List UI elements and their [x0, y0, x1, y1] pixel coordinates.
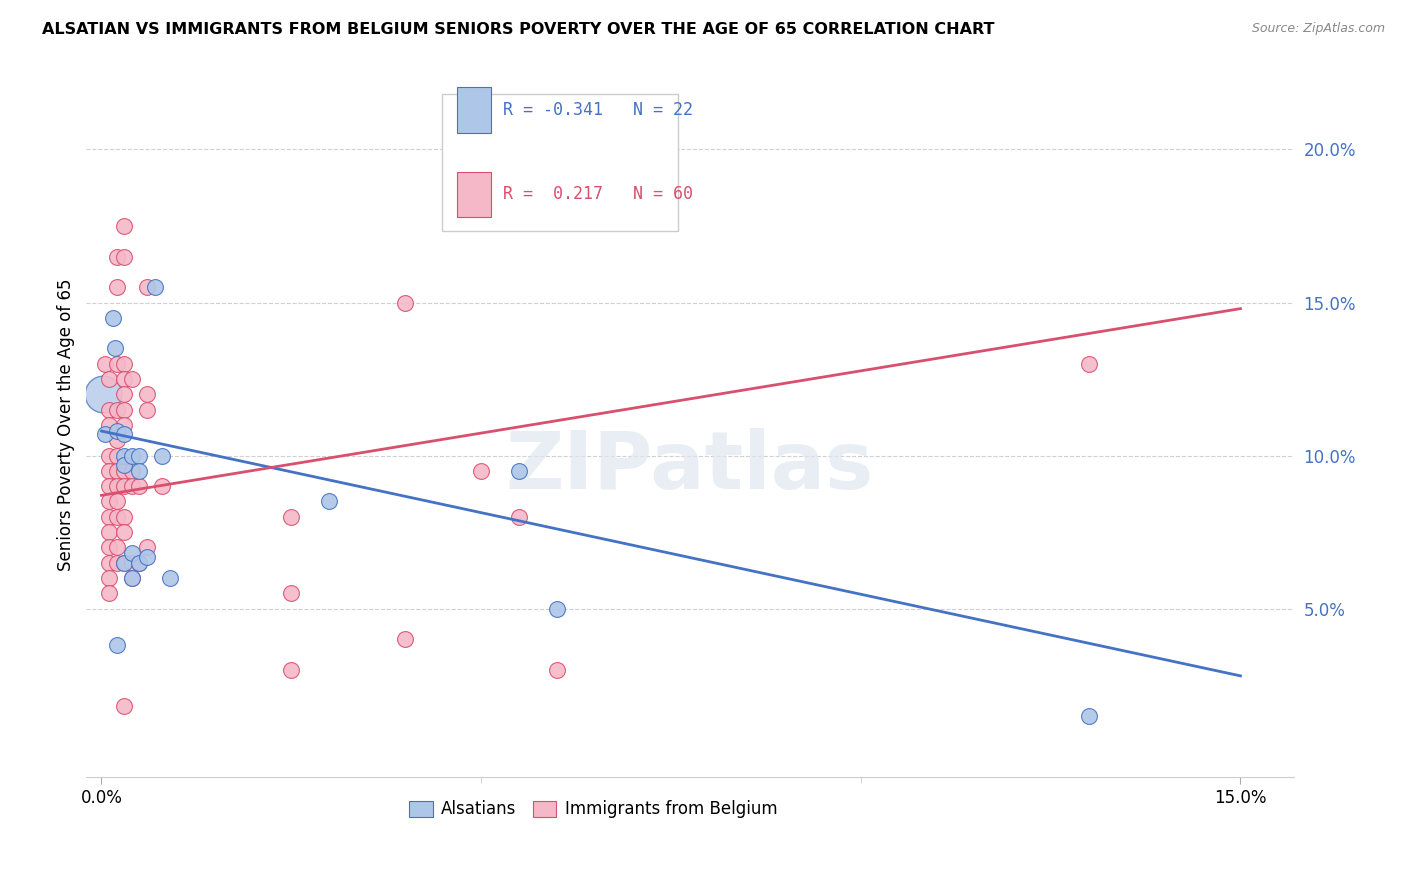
Point	[112, 556, 135, 570]
Point	[105, 479, 128, 493]
Point	[112, 417, 135, 432]
Point	[121, 464, 143, 478]
Point	[94, 427, 117, 442]
Point	[105, 250, 128, 264]
Point	[394, 295, 416, 310]
Point	[121, 571, 143, 585]
Point	[546, 601, 568, 615]
Point	[159, 571, 181, 585]
Point	[128, 464, 150, 478]
Point	[105, 638, 128, 652]
Point	[1077, 708, 1099, 723]
Point	[98, 556, 121, 570]
Point	[98, 417, 121, 432]
Point	[150, 449, 173, 463]
Point	[112, 387, 135, 401]
Point	[128, 556, 150, 570]
FancyBboxPatch shape	[457, 171, 491, 218]
Point	[136, 549, 159, 564]
Point	[128, 449, 150, 463]
Point	[112, 357, 135, 371]
Point	[98, 524, 121, 539]
Point	[105, 449, 128, 463]
Point	[105, 509, 128, 524]
Point	[91, 387, 114, 401]
Point	[112, 509, 135, 524]
Point	[112, 524, 135, 539]
Point	[112, 699, 135, 714]
Point	[105, 541, 128, 555]
Point	[150, 479, 173, 493]
Point	[394, 632, 416, 647]
Point	[112, 458, 135, 472]
Point	[1077, 357, 1099, 371]
Point	[112, 427, 135, 442]
Point	[121, 479, 143, 493]
FancyBboxPatch shape	[443, 94, 678, 231]
Point	[112, 250, 135, 264]
Point	[112, 372, 135, 386]
Point	[105, 434, 128, 448]
Point	[98, 541, 121, 555]
Point	[121, 449, 143, 463]
Point	[280, 509, 302, 524]
FancyBboxPatch shape	[457, 87, 491, 133]
Point	[104, 342, 127, 356]
Point	[98, 372, 121, 386]
Point	[98, 571, 121, 585]
Point	[105, 556, 128, 570]
Point	[508, 464, 530, 478]
Point	[98, 586, 121, 600]
Point	[112, 479, 135, 493]
Point	[280, 586, 302, 600]
Point	[546, 663, 568, 677]
Point	[112, 402, 135, 417]
Point	[121, 556, 143, 570]
Point	[508, 509, 530, 524]
Point	[112, 449, 135, 463]
Point	[136, 280, 159, 294]
Point	[136, 402, 159, 417]
Point	[94, 357, 117, 371]
Point	[105, 357, 128, 371]
Point	[121, 546, 143, 560]
Point	[112, 219, 135, 233]
Point	[105, 424, 128, 438]
Point	[98, 494, 121, 508]
Point	[98, 449, 121, 463]
Y-axis label: Seniors Poverty Over the Age of 65: Seniors Poverty Over the Age of 65	[58, 278, 75, 571]
Point	[128, 556, 150, 570]
Point	[105, 464, 128, 478]
Point	[128, 479, 150, 493]
Point	[318, 494, 340, 508]
Point	[112, 556, 135, 570]
Point	[98, 402, 121, 417]
Point	[101, 310, 124, 325]
Point	[105, 402, 128, 417]
Point	[143, 280, 166, 294]
Text: Source: ZipAtlas.com: Source: ZipAtlas.com	[1251, 22, 1385, 36]
Text: ALSATIAN VS IMMIGRANTS FROM BELGIUM SENIORS POVERTY OVER THE AGE OF 65 CORRELATI: ALSATIAN VS IMMIGRANTS FROM BELGIUM SENI…	[42, 22, 994, 37]
Point	[280, 663, 302, 677]
Legend: Alsatians, Immigrants from Belgium: Alsatians, Immigrants from Belgium	[402, 794, 785, 825]
Point	[136, 387, 159, 401]
Text: R =  0.217   N = 60: R = 0.217 N = 60	[503, 186, 693, 203]
Point	[98, 479, 121, 493]
Point	[105, 280, 128, 294]
Text: ZIPatlas: ZIPatlas	[506, 428, 875, 506]
Point	[121, 571, 143, 585]
Point	[136, 541, 159, 555]
Text: R = -0.341   N = 22: R = -0.341 N = 22	[503, 101, 693, 119]
Point	[121, 372, 143, 386]
Point	[105, 494, 128, 508]
Point	[112, 464, 135, 478]
Point	[98, 509, 121, 524]
Point	[98, 464, 121, 478]
Point	[470, 464, 492, 478]
